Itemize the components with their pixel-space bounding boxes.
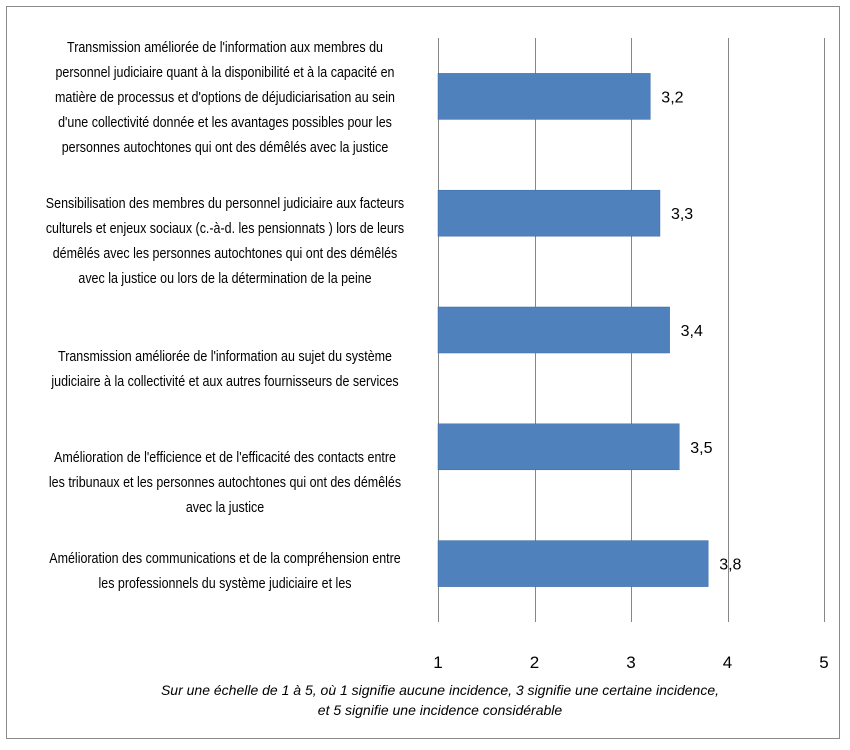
bars (437, 73, 709, 587)
bar (437, 306, 670, 354)
chart-frame (6, 6, 840, 739)
footnote-line-1: Sur une échelle de 1 à 5, où 1 signifie … (160, 682, 720, 698)
x-tick-label: 1 (433, 653, 442, 672)
category-label: Sensibilisation des membres du personnel… (45, 196, 405, 287)
category-label: Amélioration de l'efficience et de l'eff… (48, 450, 402, 516)
x-axis-ticks: 1 2 3 4 5 (433, 653, 828, 672)
bar (437, 540, 709, 587)
x-tick-label: 3 (626, 653, 635, 672)
category-label: Transmission améliorée de l'information … (55, 40, 395, 156)
x-tick-label: 4 (723, 653, 732, 672)
value-label: 3,8 (719, 557, 741, 574)
bar (437, 73, 651, 120)
bar (437, 189, 661, 237)
value-labels: 3,2 3,3 3,4 3,5 3,8 (661, 89, 741, 573)
footnote-line-2: et 5 signifie une incidence considérable (317, 702, 563, 718)
x-tick-label: 5 (819, 653, 828, 672)
value-label: 3,5 (690, 440, 712, 457)
x-tick-label: 2 (530, 653, 539, 672)
category-label: Amélioration des communications et de la… (49, 551, 401, 592)
bar (437, 423, 680, 471)
value-label: 3,2 (661, 89, 683, 106)
category-label: Transmission améliorée de l'information … (51, 349, 399, 390)
axis-footnote: Sur une échelle de 1 à 5, où 1 signifie … (100, 680, 780, 720)
value-label: 3,4 (681, 323, 703, 340)
value-label: 3,3 (671, 206, 693, 223)
